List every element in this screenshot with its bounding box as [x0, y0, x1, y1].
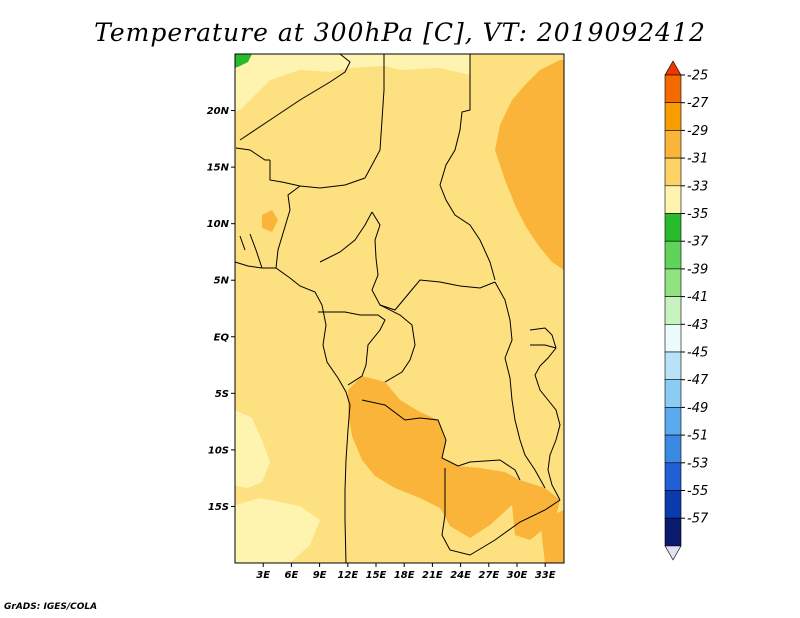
colorbar-label: -53: [687, 456, 708, 471]
colorbar-swatch: [664, 240, 682, 270]
colorbar-swatch: [664, 517, 682, 547]
colorbar-swatch: [664, 296, 682, 325]
light-region-southwest: [235, 410, 270, 488]
colorbar-label: -35: [687, 207, 708, 222]
map-title: Temperature at 300hPa [C], VT: 201909241…: [94, 18, 706, 47]
grads-credit: GrADS: IGES/COLA: [4, 602, 98, 612]
colorbar-label: -45: [687, 346, 708, 361]
colorbar-bottom-arrow: [664, 545, 682, 561]
colorbar-top-arrow: [664, 60, 682, 76]
warm-region-small: [262, 210, 278, 232]
colorbar-swatch: [664, 407, 682, 436]
lon-tick-label: 24E: [450, 570, 471, 581]
lon-tick-label: 6E: [285, 570, 299, 581]
lon-tick-label: 27E: [478, 570, 499, 581]
colorbar-label: -29: [687, 124, 708, 139]
lon-tick-label: 18E: [394, 570, 415, 581]
colorbar-label: -31: [687, 152, 708, 167]
colorbar-swatch: [664, 213, 682, 242]
colorbar-label: -37: [687, 235, 709, 250]
colorbar-label: -43: [687, 318, 708, 333]
lon-tick-label: 21E: [422, 570, 443, 581]
colorbar-swatch: [664, 74, 682, 104]
colorbar-label: -33: [687, 179, 708, 194]
colorbar-label: -55: [687, 484, 708, 499]
lat-tick-label: 15S: [208, 502, 229, 513]
colorbar-swatch: [664, 351, 682, 381]
colorbar: -25 -27 -29 -31 -33 -35 -37 -39 -41 -43 -45 -47 -49 -…: [664, 60, 709, 561]
colorbar-label: -41: [687, 290, 708, 305]
light-region-south: [235, 498, 320, 563]
colorbar-swatch: [664, 462, 682, 491]
lat-tick-label: EQ: [214, 332, 230, 343]
latitude-axis: 20N 15N 10N 5N EQ 5S 10S 15S: [207, 106, 235, 513]
colorbar-label: -25: [687, 69, 708, 84]
lon-tick-label: 12E: [337, 570, 358, 581]
warm-region-east: [495, 60, 564, 270]
colorbar-swatch: [664, 157, 682, 187]
colorbar-swatch: [664, 323, 682, 353]
map-frame: [234, 53, 565, 564]
colorbar-label: -51: [687, 429, 708, 444]
lon-tick-label: 30E: [507, 570, 528, 581]
map-panel: 3E 6E 9E 12E 15E 18E 21E 24E 27E 30E 33E 20N 15N 10N…: [207, 53, 565, 581]
colorbar-label: -49: [687, 401, 708, 416]
colorbar-swatch: [664, 102, 682, 131]
lat-tick-label: 10S: [208, 445, 229, 456]
longitude-axis: 3E 6E 9E 12E 15E 18E 21E 24E 27E 30E 33E: [256, 563, 556, 581]
colorbar-swatch: [664, 185, 682, 214]
colorbar-swatch: [664, 130, 682, 159]
country-borders: [234, 53, 561, 564]
colorbar-label: -47: [687, 373, 709, 388]
warm-region-angola: [348, 376, 520, 538]
light-region-northwest: [235, 54, 470, 112]
cold-patch: [235, 54, 252, 68]
colorbar-label: -27: [687, 96, 709, 111]
lat-tick-label: 15N: [207, 163, 230, 174]
warm-region-southeast: [540, 510, 564, 563]
colorbar-swatch: [664, 268, 682, 297]
lon-tick-label: 9E: [313, 570, 327, 581]
colorbar-swatch: [664, 490, 682, 519]
lat-tick-label: 5N: [214, 276, 230, 287]
lon-tick-label: 15E: [366, 570, 387, 581]
lat-tick-label: 10N: [207, 219, 230, 230]
colorbar-label: -39: [687, 262, 708, 277]
colorbar-swatch: [664, 379, 682, 408]
lon-tick-label: 33E: [535, 570, 556, 581]
lon-tick-label: 3E: [256, 570, 270, 581]
lat-tick-label: 5S: [215, 389, 229, 400]
lat-tick-label: 20N: [207, 106, 230, 117]
colorbar-label: -57: [687, 512, 709, 527]
colorbar-swatch: [664, 434, 682, 464]
